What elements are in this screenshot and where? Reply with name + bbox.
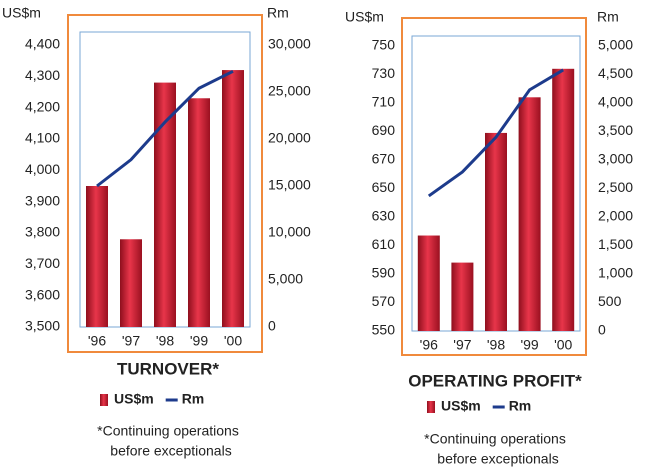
y2-tick-label: 10,000 <box>268 224 311 240</box>
y-tick-label: 3,500 <box>25 318 60 334</box>
y-tick-label: 670 <box>372 151 396 167</box>
bar <box>222 70 244 328</box>
line <box>427 68 564 198</box>
y2-tick-label: 2,000 <box>598 208 633 224</box>
chart-title: TURNOVER* <box>117 359 219 378</box>
y-axis-label: US$m <box>2 5 41 21</box>
y-tick-label: 4,400 <box>25 36 60 52</box>
y-tick-label: 650 <box>372 179 396 195</box>
y2-tick-label: 1,000 <box>598 265 633 281</box>
x-tick-label: '98 <box>156 333 174 349</box>
y2-tick-label: 0 <box>268 318 276 334</box>
y-tick-label: 4,000 <box>25 161 60 177</box>
y2-tick-label: 3,500 <box>598 122 633 138</box>
bar <box>120 239 142 327</box>
bar <box>86 186 108 327</box>
legend-label: US$m <box>114 391 154 407</box>
bar <box>552 68 575 332</box>
y-tick-label: 610 <box>372 236 396 252</box>
footnote: *Continuing operations <box>97 423 239 439</box>
y2-tick-label: 3,000 <box>598 151 633 167</box>
x-tick-label: '96 <box>420 337 438 353</box>
y-tick-label: 3,700 <box>25 255 60 271</box>
y2-tick-label: 30,000 <box>268 36 311 52</box>
x-tick-label: '98 <box>487 337 505 353</box>
legend-label: US$m <box>441 398 481 414</box>
y-tick-label: 570 <box>372 293 396 309</box>
legend-swatch <box>100 394 108 406</box>
bar <box>518 97 541 331</box>
x-tick-label: '96 <box>88 333 106 349</box>
y2-tick-label: 4,000 <box>598 94 633 110</box>
x-tick-label: '00 <box>224 333 242 349</box>
y-axis-label: US$m <box>345 9 384 25</box>
y-tick-label: 4,200 <box>25 98 60 114</box>
bar <box>485 132 507 331</box>
footnote: before exceptionals <box>437 451 558 467</box>
x-tick-label: '99 <box>190 333 208 349</box>
y2-tick-label: 4,500 <box>598 65 633 81</box>
y2-tick-label: 20,000 <box>268 130 311 146</box>
y-tick-label: 590 <box>372 265 396 281</box>
line <box>96 69 234 188</box>
bar <box>154 82 176 327</box>
y-tick-label: 750 <box>372 37 396 53</box>
y-tick-label: 3,900 <box>25 192 60 208</box>
y-tick-label: 730 <box>372 65 396 81</box>
y-tick-label: 4,300 <box>25 67 60 83</box>
legend-label: Rm <box>182 391 205 407</box>
y2-tick-label: 500 <box>598 293 622 309</box>
y-tick-label: 550 <box>372 322 396 338</box>
y2-tick-label: 5,000 <box>268 271 303 287</box>
y-tick-label: 3,800 <box>25 224 60 240</box>
footnote: before exceptionals <box>110 443 231 459</box>
y-tick-label: 630 <box>372 208 396 224</box>
bar <box>417 235 440 331</box>
bar <box>188 98 210 328</box>
legend-swatch <box>427 401 435 413</box>
y2-axis-label: Rm <box>267 5 289 21</box>
bar <box>451 262 474 331</box>
legend-label: Rm <box>509 398 532 414</box>
chart-title: OPERATING PROFIT* <box>408 371 582 390</box>
chart-frame <box>401 17 587 356</box>
y2-tick-label: 0 <box>598 322 606 338</box>
chart-frame <box>67 14 263 353</box>
y-tick-label: 690 <box>372 122 396 138</box>
y2-tick-label: 2,500 <box>598 179 633 195</box>
x-tick-label: '97 <box>122 333 140 349</box>
y-tick-label: 4,100 <box>25 130 60 146</box>
y2-tick-label: 1,500 <box>598 236 633 252</box>
x-tick-label: '00 <box>554 337 572 353</box>
y-tick-label: 3,600 <box>25 286 60 302</box>
y2-tick-label: 15,000 <box>268 177 311 193</box>
x-tick-label: '99 <box>520 337 538 353</box>
footnote: *Continuing operations <box>424 431 566 447</box>
y2-tick-label: 25,000 <box>268 83 311 99</box>
y-tick-label: 710 <box>372 94 396 110</box>
y2-tick-label: 5,000 <box>598 37 633 53</box>
y2-axis-label: Rm <box>597 9 619 25</box>
x-tick-label: '97 <box>453 337 471 353</box>
